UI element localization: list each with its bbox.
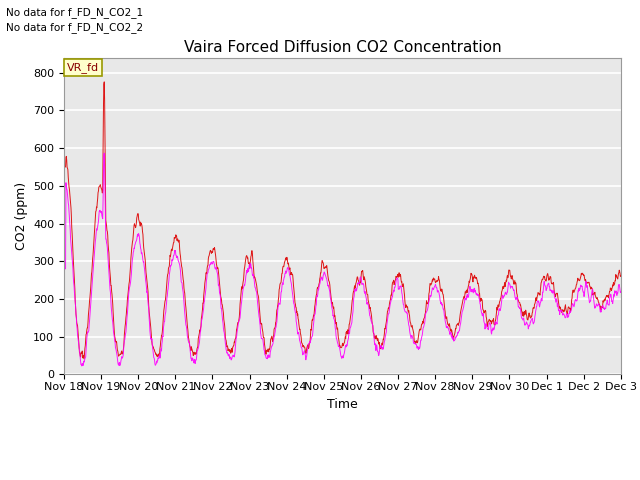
Text: No data for f_FD_N_CO2_1: No data for f_FD_N_CO2_1 bbox=[6, 7, 143, 18]
Text: No data for f_FD_N_CO2_2: No data for f_FD_N_CO2_2 bbox=[6, 22, 143, 33]
Title: Vaira Forced Diffusion CO2 Concentration: Vaira Forced Diffusion CO2 Concentration bbox=[184, 40, 501, 55]
X-axis label: Time: Time bbox=[327, 397, 358, 410]
Y-axis label: CO2 (ppm): CO2 (ppm) bbox=[15, 182, 28, 250]
Text: VR_fd: VR_fd bbox=[67, 62, 99, 73]
